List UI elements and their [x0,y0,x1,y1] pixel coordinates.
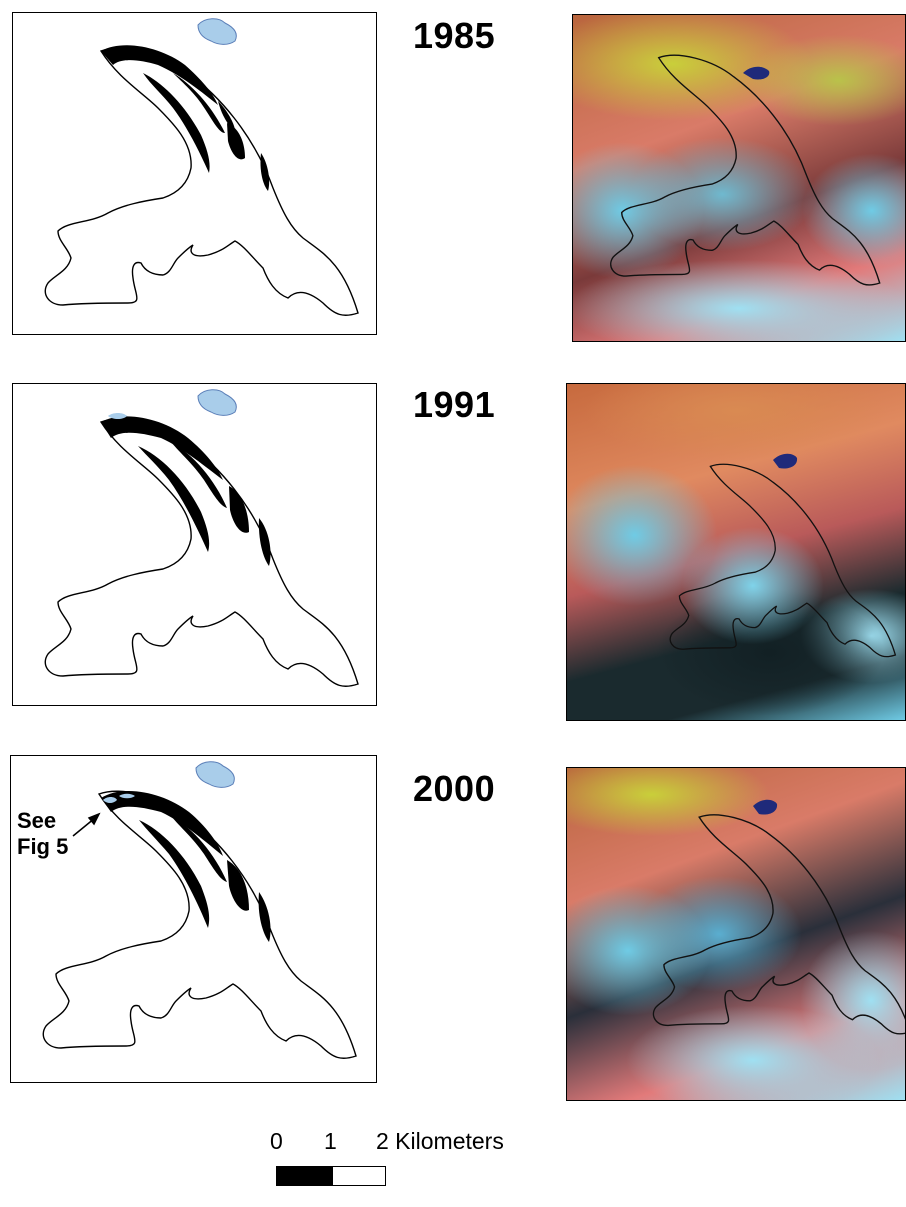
note-line-1: See [17,808,57,833]
year-label-1985: 1985 [413,15,496,56]
lake [197,389,237,416]
map-panel-1985 [12,12,377,335]
scale-bar-white-segment [332,1166,386,1186]
lake-small [108,413,127,419]
year-label-2000: 2000 [413,768,496,809]
arrow-icon [72,812,101,837]
satellite-image-2000 [566,767,906,1101]
lake [195,761,235,788]
lake-dark [773,453,798,469]
lake-dark [743,66,770,80]
scale-bar-black-segment [276,1166,334,1186]
map-panel-2000: See Fig 5 [10,755,377,1083]
glacier-map [44,389,359,688]
lake-small [119,793,135,799]
satellite-overlay [669,453,897,658]
satellite-overlay [652,799,905,1035]
scale-bar: 0 1 2 Kilometers [262,1128,542,1198]
satellite-image-1985 [572,14,906,342]
glacier-map [44,18,359,317]
satellite-image-1991 [566,383,906,721]
glacier-outline [669,463,897,658]
year-label-1991: 1991 [413,384,496,425]
glacier-map [42,761,357,1060]
satellite-overlay [610,54,881,286]
glacier-outline [652,814,905,1035]
lake-dark [753,799,778,815]
debris-bands [101,416,271,566]
scale-tick-2: 2 Kilometers [376,1128,504,1154]
debris-bands [101,45,270,191]
map-panel-1991 [12,383,377,706]
glacier-outline [610,54,881,286]
note-line-2: Fig 5 [17,834,69,859]
scale-tick-0: 0 [270,1128,283,1154]
see-fig-5-note: See Fig 5 [17,808,68,860]
lake-small [103,797,117,803]
lake [197,18,237,45]
scale-tick-1: 1 [324,1128,337,1154]
